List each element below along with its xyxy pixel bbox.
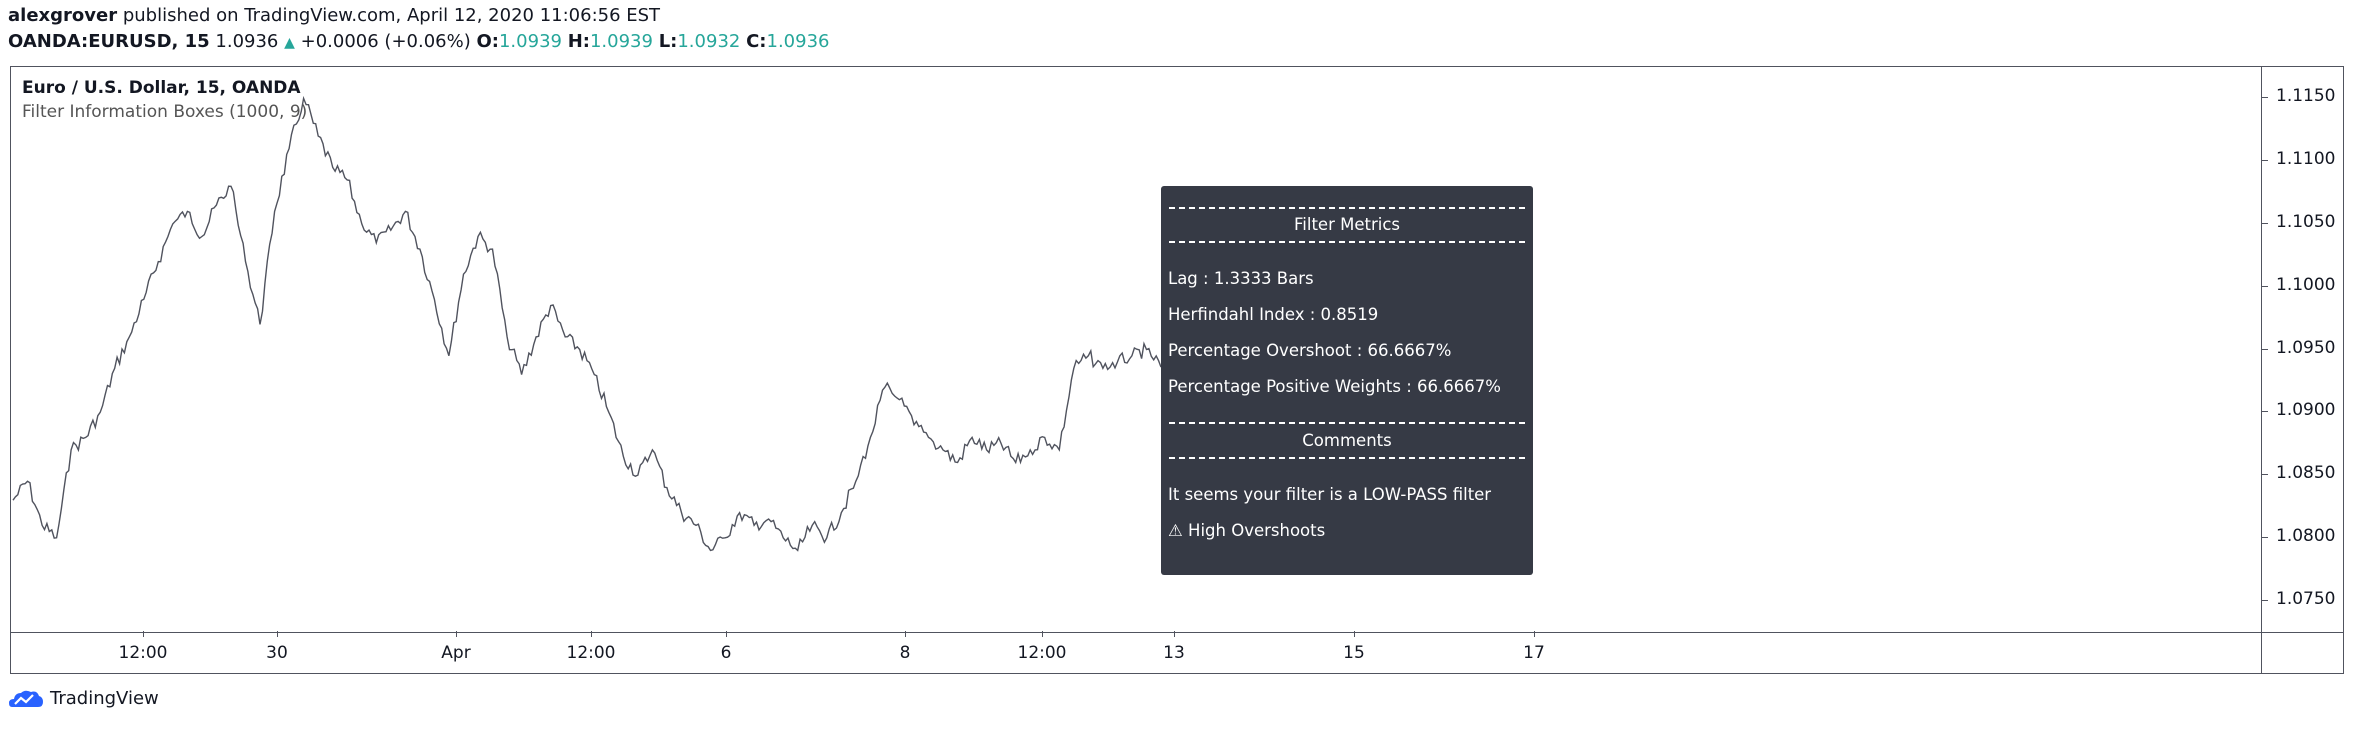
time-axis-divider bbox=[11, 632, 2343, 633]
time-tick-label: 15 bbox=[1343, 643, 1365, 663]
tradingview-cloud-icon bbox=[9, 690, 43, 707]
price-tick-mark bbox=[2262, 599, 2268, 601]
price-tick-label: 1.1000 bbox=[2276, 274, 2336, 295]
price-tick-label: 1.0900 bbox=[2276, 400, 2336, 421]
high-label: H: bbox=[567, 31, 590, 52]
time-tick-label: 12:00 bbox=[1017, 643, 1067, 663]
time-tick-mark bbox=[277, 631, 278, 637]
price-axis-divider bbox=[2261, 67, 2262, 673]
price-tick-mark bbox=[2262, 536, 2268, 538]
price-chart[interactable] bbox=[11, 67, 2251, 632]
price-tick-label: 1.1100 bbox=[2276, 149, 2336, 170]
time-tick-mark bbox=[1354, 631, 1355, 637]
filter-metrics-header: Filter Metrics bbox=[1293, 215, 1400, 234]
overshoot-metric: Percentage Overshoot : 66.6667% bbox=[1168, 341, 1452, 360]
comment-lowpass: It seems your filter is a LOW-PASS filte… bbox=[1168, 485, 1492, 504]
up-arrow-icon: ▲ bbox=[284, 35, 295, 51]
price-tick-mark bbox=[2262, 160, 2268, 162]
price-series-line bbox=[12, 95, 1162, 552]
positive-weights-metric: Percentage Positive Weights : 66.6667% bbox=[1168, 377, 1501, 396]
legend-indicator-name[interactable]: Filter Information Boxes (1000, 9) bbox=[22, 102, 308, 122]
time-tick-mark bbox=[1042, 631, 1043, 637]
publisher-line: alexgrover published on TradingView.com,… bbox=[8, 5, 660, 26]
symbol-label[interactable]: OANDA:EURUSD, 15 bbox=[8, 31, 210, 52]
chart-legend: Euro / U.S. Dollar, 15, OANDA Filter Inf… bbox=[22, 78, 307, 122]
close-value: 1.0936 bbox=[766, 31, 830, 52]
time-tick-label: 6 bbox=[720, 643, 732, 663]
time-tick-mark bbox=[456, 631, 457, 637]
published-text: published on TradingView.com, April 12, … bbox=[122, 5, 661, 26]
price-tick-mark bbox=[2262, 411, 2268, 413]
price-tick-mark bbox=[2262, 285, 2268, 287]
time-tick-mark bbox=[726, 631, 727, 637]
price-tick-mark bbox=[2262, 348, 2268, 350]
dashed-divider bbox=[1169, 241, 1525, 243]
price-tick-label: 1.0800 bbox=[2276, 525, 2336, 546]
legend-symbol-title[interactable]: Euro / U.S. Dollar, 15, OANDA bbox=[22, 78, 301, 98]
symbol-info-line: OANDA:EURUSD, 15 1.0936 ▲ +0.0006 (+0.06… bbox=[8, 31, 829, 52]
low-value: 1.0932 bbox=[677, 31, 741, 52]
comments-header: Comments bbox=[1302, 431, 1392, 450]
dashed-divider bbox=[1169, 207, 1525, 209]
price-tick-label: 1.0750 bbox=[2276, 588, 2336, 609]
price-tick-mark bbox=[2262, 97, 2268, 99]
time-tick-mark bbox=[591, 631, 592, 637]
time-tick-label: 12:00 bbox=[566, 643, 616, 663]
last-price: 1.0936 bbox=[215, 31, 279, 52]
time-tick-mark bbox=[1174, 631, 1175, 637]
comment-overshoot: ⚠ High Overshoots bbox=[1168, 521, 1326, 540]
high-value: 1.0939 bbox=[589, 31, 653, 52]
time-tick-label: 17 bbox=[1523, 643, 1545, 663]
price-change: +0.0006 (+0.06%) bbox=[300, 31, 471, 52]
price-tick-label: 1.1150 bbox=[2276, 86, 2336, 107]
dashed-divider bbox=[1169, 422, 1525, 424]
open-value: 1.0939 bbox=[498, 31, 562, 52]
low-label: L: bbox=[658, 31, 678, 52]
time-tick-label: 12:00 bbox=[118, 643, 168, 663]
filter-metrics-box: Filter Metrics Lag : 1.3333 Bars Herfind… bbox=[1161, 186, 1533, 575]
time-tick-mark bbox=[143, 631, 144, 637]
tradingview-logo[interactable]: TradingView bbox=[8, 687, 159, 709]
price-tick-mark bbox=[2262, 474, 2268, 476]
time-tick-mark bbox=[1534, 631, 1535, 637]
dashed-divider bbox=[1169, 457, 1525, 459]
brand-text: TradingView bbox=[50, 687, 159, 709]
close-label: C: bbox=[746, 31, 767, 52]
open-label: O: bbox=[476, 31, 499, 52]
author-name[interactable]: alexgrover bbox=[8, 5, 118, 26]
price-tick-label: 1.0950 bbox=[2276, 337, 2336, 358]
price-tick-label: 1.0850 bbox=[2276, 463, 2336, 484]
chart-frame[interactable] bbox=[10, 66, 2344, 674]
time-tick-mark bbox=[905, 631, 906, 637]
lag-metric: Lag : 1.3333 Bars bbox=[1168, 269, 1314, 288]
time-tick-label: Apr bbox=[441, 643, 471, 663]
time-tick-label: 30 bbox=[266, 643, 288, 663]
time-tick-label: 8 bbox=[899, 643, 911, 663]
price-tick-label: 1.1050 bbox=[2276, 211, 2336, 232]
price-tick-mark bbox=[2262, 222, 2268, 224]
herfindahl-metric: Herfindahl Index : 0.8519 bbox=[1168, 305, 1379, 324]
time-tick-label: 13 bbox=[1163, 643, 1185, 663]
